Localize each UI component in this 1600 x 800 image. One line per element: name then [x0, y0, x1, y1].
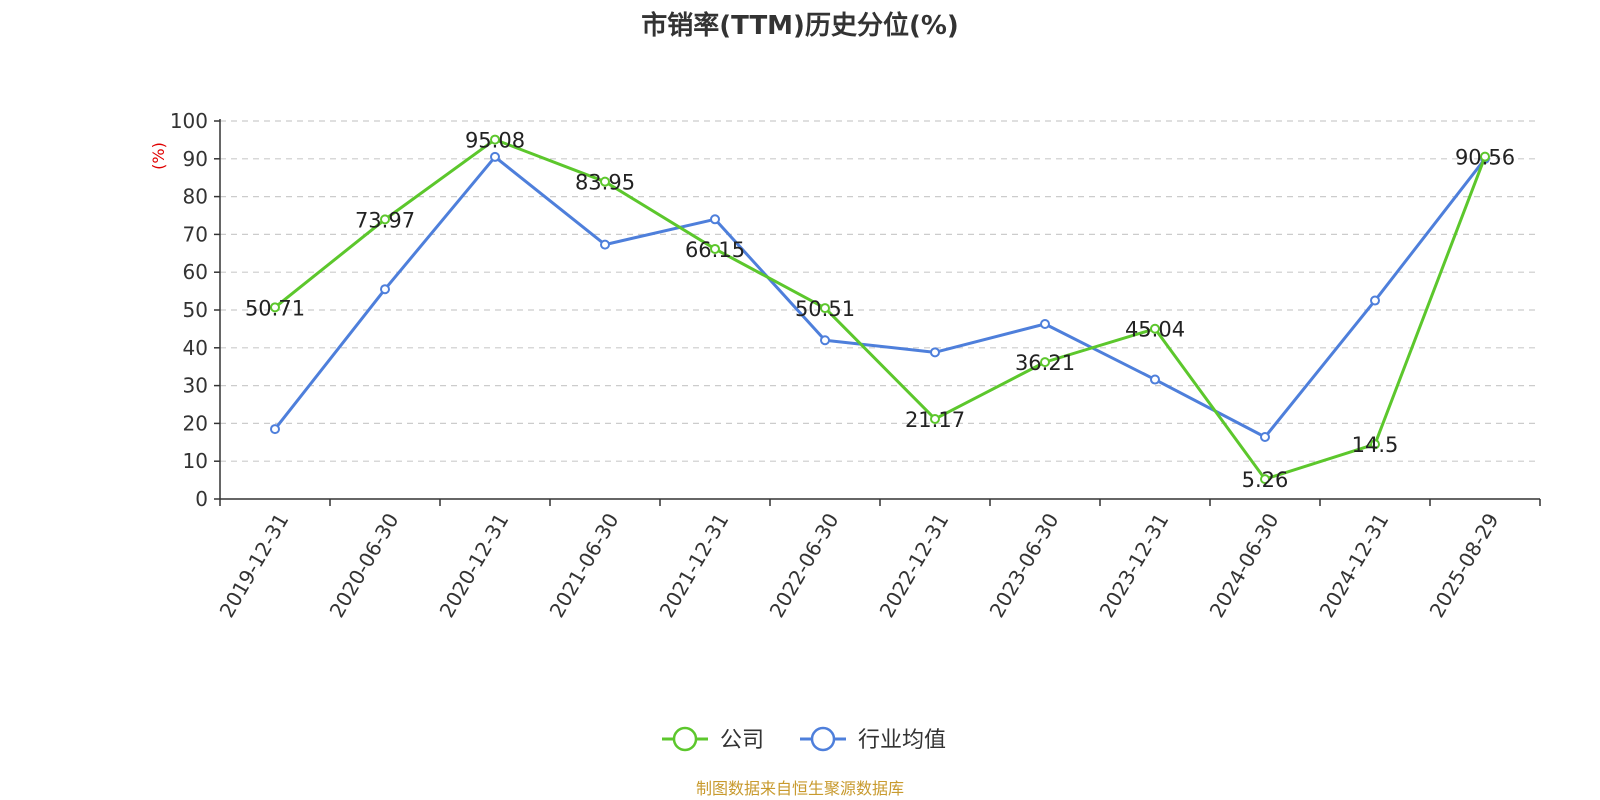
y-tick-label-60: 60	[183, 260, 208, 284]
series-0-point-9	[1260, 474, 1270, 485]
x-tick-label-2021-06-30: 2021-06-30	[544, 509, 623, 622]
y-tick-label-30: 30	[183, 374, 208, 398]
data-label-11: 90.56	[1455, 146, 1515, 170]
series-0-point-1	[380, 214, 390, 225]
series-0-point-3	[600, 176, 610, 187]
y-tick-label-70: 70	[183, 222, 208, 246]
series-0-point-8	[1150, 323, 1160, 334]
x-tick-label-2025-08-29: 2025-08-29	[1424, 509, 1503, 622]
x-tick-label-2022-12-31: 2022-12-31	[874, 509, 953, 622]
y-tick-label-100: 100	[170, 109, 208, 133]
data-label-6: 21.17	[905, 408, 965, 432]
y-tick-label-40: 40	[183, 336, 208, 360]
series-0-point-7	[1040, 357, 1050, 368]
series-line-0	[274, 138, 1487, 481]
y-tick-label-0: 0	[195, 487, 208, 511]
series-1-point-5	[820, 335, 830, 346]
series-lines	[270, 134, 1490, 485]
chart-title: 市销率(TTM)历史分位(%)	[641, 10, 959, 41]
data-label-0: 50.71	[245, 296, 305, 320]
x-tick-label-2022-06-30: 2022-06-30	[764, 509, 843, 622]
x-tick-label-2023-12-31: 2023-12-31	[1094, 509, 1173, 622]
data-label-8: 45.04	[1125, 318, 1185, 342]
legend-label-1: 行业均值	[858, 728, 946, 753]
legend-item-1: 行业均值	[800, 726, 946, 753]
y-axis-label: (%)	[149, 142, 168, 170]
legend-marker-0	[672, 726, 698, 752]
data-label-9: 5.26	[1242, 468, 1289, 492]
series-1-point-10	[1370, 295, 1380, 306]
series-0-point-2	[490, 134, 500, 145]
y-tick-label-80: 80	[183, 185, 208, 209]
legend: 公司 行业均值	[662, 726, 946, 753]
series-1-point-8	[1150, 374, 1160, 385]
axes: 0 10 20 30 40 50 60 70 80 90 100(%) 2019-12-31 2020-…	[149, 109, 1541, 622]
series-0-point-6	[930, 413, 940, 424]
grid-lines	[220, 120, 1540, 462]
y-tick-label-10: 10	[183, 449, 208, 473]
series-1-point-9	[1260, 432, 1270, 443]
series-1-point-2	[490, 151, 500, 162]
x-tick-label-2023-06-30: 2023-06-30	[984, 509, 1063, 622]
series-0-point-4	[710, 243, 720, 254]
data-label-7: 36.21	[1015, 351, 1075, 375]
data-label-2: 95.08	[465, 129, 525, 153]
data-label-4: 66.15	[685, 238, 745, 262]
y-tick-label-20: 20	[183, 411, 208, 435]
legend-label-0: 公司	[720, 728, 764, 753]
series-1-point-0	[270, 424, 280, 435]
data-label-10: 14.5	[1352, 433, 1399, 457]
y-tick-label-50: 50	[183, 298, 208, 322]
x-tick-label-2024-06-30: 2024-06-30	[1204, 509, 1283, 622]
y-tick-label-90: 90	[183, 147, 208, 171]
x-tick-label-2024-12-31: 2024-12-31	[1314, 509, 1393, 622]
x-tick-label-2020-12-31: 2020-12-31	[434, 509, 513, 622]
series-0-point-5	[820, 303, 830, 314]
series-1-point-3	[600, 239, 610, 250]
series-1-point-6	[930, 347, 940, 358]
x-tick-label-2019-12-31: 2019-12-31	[214, 509, 293, 622]
series-line-1	[273, 155, 1487, 439]
series-1-point-4	[710, 214, 720, 225]
series-0-point-0	[270, 302, 280, 313]
series-1-point-1	[380, 284, 390, 295]
series-1-point-7	[1040, 318, 1050, 329]
x-tick-label-2020-06-30: 2020-06-30	[324, 509, 403, 622]
data-label-1: 73.97	[355, 208, 415, 232]
data-label-3: 83.95	[575, 171, 635, 195]
legend-item-0: 公司	[662, 726, 764, 753]
data-label-5: 50.51	[795, 297, 855, 321]
x-tick-label-2021-12-31: 2021-12-31	[654, 509, 733, 622]
source-note: 制图数据来自恒生聚源数据库	[696, 779, 904, 798]
series-0-point-10	[1370, 439, 1380, 450]
series-0-point-11	[1480, 151, 1490, 162]
legend-marker-1	[810, 726, 836, 752]
data-labels: 50.71 73.97 95.08 83.95 66.15 50.51 21.17 36.21…	[245, 129, 1515, 493]
